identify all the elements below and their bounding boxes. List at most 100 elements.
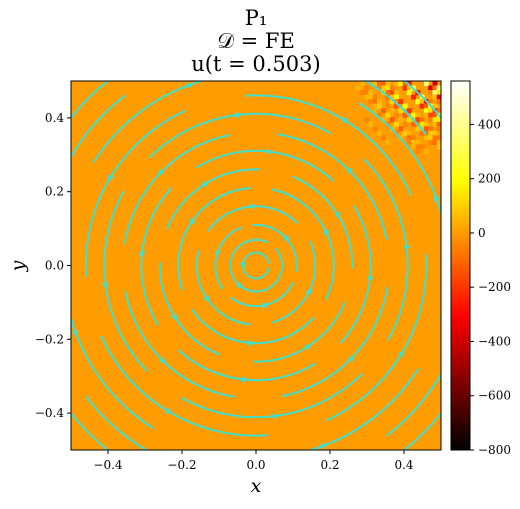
colorbar-tick-label: −800 [478, 443, 511, 457]
oscillation-cell [389, 90, 395, 96]
oscillation-cell [411, 139, 416, 145]
oscillation-cell [398, 126, 404, 132]
oscillation-cell [428, 85, 434, 91]
streamline [71, 94, 126, 159]
oscillation-cell [432, 103, 438, 109]
oscillation-cell [372, 81, 378, 87]
x-tick-label: 0.4 [394, 458, 413, 472]
oscillation-cell [432, 117, 438, 123]
oscillation-cell [368, 90, 374, 96]
oscillation-cell [432, 81, 438, 87]
oscillation-cell [419, 103, 425, 109]
streamline-arrow [241, 376, 250, 383]
streamline [85, 395, 149, 450]
oscillation-cell [368, 99, 374, 105]
oscillation-cell [411, 112, 416, 118]
oscillation-cell [436, 85, 441, 91]
oscillation-cell [372, 108, 378, 114]
streamline-arrow [235, 281, 244, 289]
oscillation-cell [415, 144, 421, 150]
oscillation-cell [381, 135, 387, 141]
oscillation-cell [423, 148, 429, 154]
streamline-arrow [183, 81, 192, 88]
oscillation-cell [419, 130, 425, 136]
oscillation-cell [394, 90, 399, 96]
oscillation-cell [428, 112, 434, 118]
oscillation-cell [419, 121, 425, 127]
y-tick-label: −0.2 [35, 332, 64, 346]
oscillation-cell [372, 94, 378, 100]
y-axis: −0.4 −0.2 0.0 0.2 0.4 [35, 111, 71, 420]
oscillation-cell [428, 117, 434, 123]
streamline-arrow [107, 174, 115, 182]
oscillation-cell [419, 99, 425, 105]
streamline-arrow [138, 251, 146, 259]
oscillation-cell [389, 94, 395, 100]
oscillation-cell [436, 126, 441, 132]
oscillation-cell [423, 135, 429, 141]
streamline-arrow [347, 354, 355, 363]
oscillation-cell [394, 81, 399, 87]
oscillation-cell [436, 90, 441, 96]
streamline-arrow [403, 241, 410, 249]
streamline-arrow [72, 329, 78, 338]
streamline-arrow [305, 286, 312, 295]
streamline-arrow [282, 234, 290, 242]
x-tick-label: −0.4 [93, 458, 123, 472]
oscillation-cell [364, 85, 370, 91]
oscillation-cell [411, 121, 416, 127]
oscillation-cell [406, 108, 412, 114]
oscillation-cell [377, 85, 382, 91]
oscillation-cell [385, 103, 391, 109]
oscillation-cell [411, 135, 416, 141]
oscillation-cell [402, 121, 408, 127]
title-line-1: P₁ [244, 6, 268, 30]
oscillation-cell [432, 85, 438, 91]
oscillation-cell [389, 99, 395, 105]
streamline-arrow [102, 282, 109, 290]
oscillation-cell [368, 94, 374, 100]
oscillation-cell [381, 81, 387, 87]
oscillation-cell [359, 90, 365, 96]
streamline-arrow [159, 357, 167, 365]
oscillation-cell [394, 103, 399, 109]
oscillation-cell [423, 126, 429, 132]
oscillation-cell [415, 112, 421, 118]
oscillation-cell [415, 117, 421, 123]
oscillation-cell [385, 81, 391, 87]
streamline-arrow [339, 117, 348, 124]
oscillation-cell [398, 99, 404, 105]
colorbar-tick-label: 400 [478, 117, 501, 131]
y-axis-label: y [7, 260, 29, 272]
oscillation-cell [406, 135, 412, 141]
streamline-arrow [171, 313, 178, 322]
oscillation-cell [428, 126, 434, 132]
oscillation-cell [381, 85, 387, 91]
oscillation-cell [432, 121, 438, 127]
streamline-arrow [203, 295, 210, 303]
oscillation-cell [436, 121, 441, 127]
colorbar [450, 80, 471, 451]
oscillation-cell [394, 121, 399, 127]
oscillation-cell [436, 139, 441, 145]
y-tick-label: 0.0 [45, 259, 64, 273]
x-tick-label: 0.2 [320, 458, 339, 472]
streamline-arrow [188, 218, 196, 227]
streamline-arrow [323, 227, 330, 235]
streamline-arrow [345, 166, 353, 174]
oscillation-cell [428, 135, 434, 141]
oscillation-cell [389, 117, 395, 123]
oscillation-cell [385, 85, 391, 91]
oscillation-cell [432, 94, 438, 100]
oscillation-cell [394, 112, 399, 118]
oscillation-cell [428, 99, 434, 105]
streamline-arrow [334, 209, 341, 218]
streamline [363, 81, 427, 136]
oscillation-cell [423, 112, 429, 118]
oscillation-cell [398, 108, 404, 114]
oscillation-cell [406, 81, 412, 87]
oscillation-cell [415, 99, 421, 105]
oscillation-cell [389, 108, 395, 114]
oscillation-cell [432, 135, 438, 141]
